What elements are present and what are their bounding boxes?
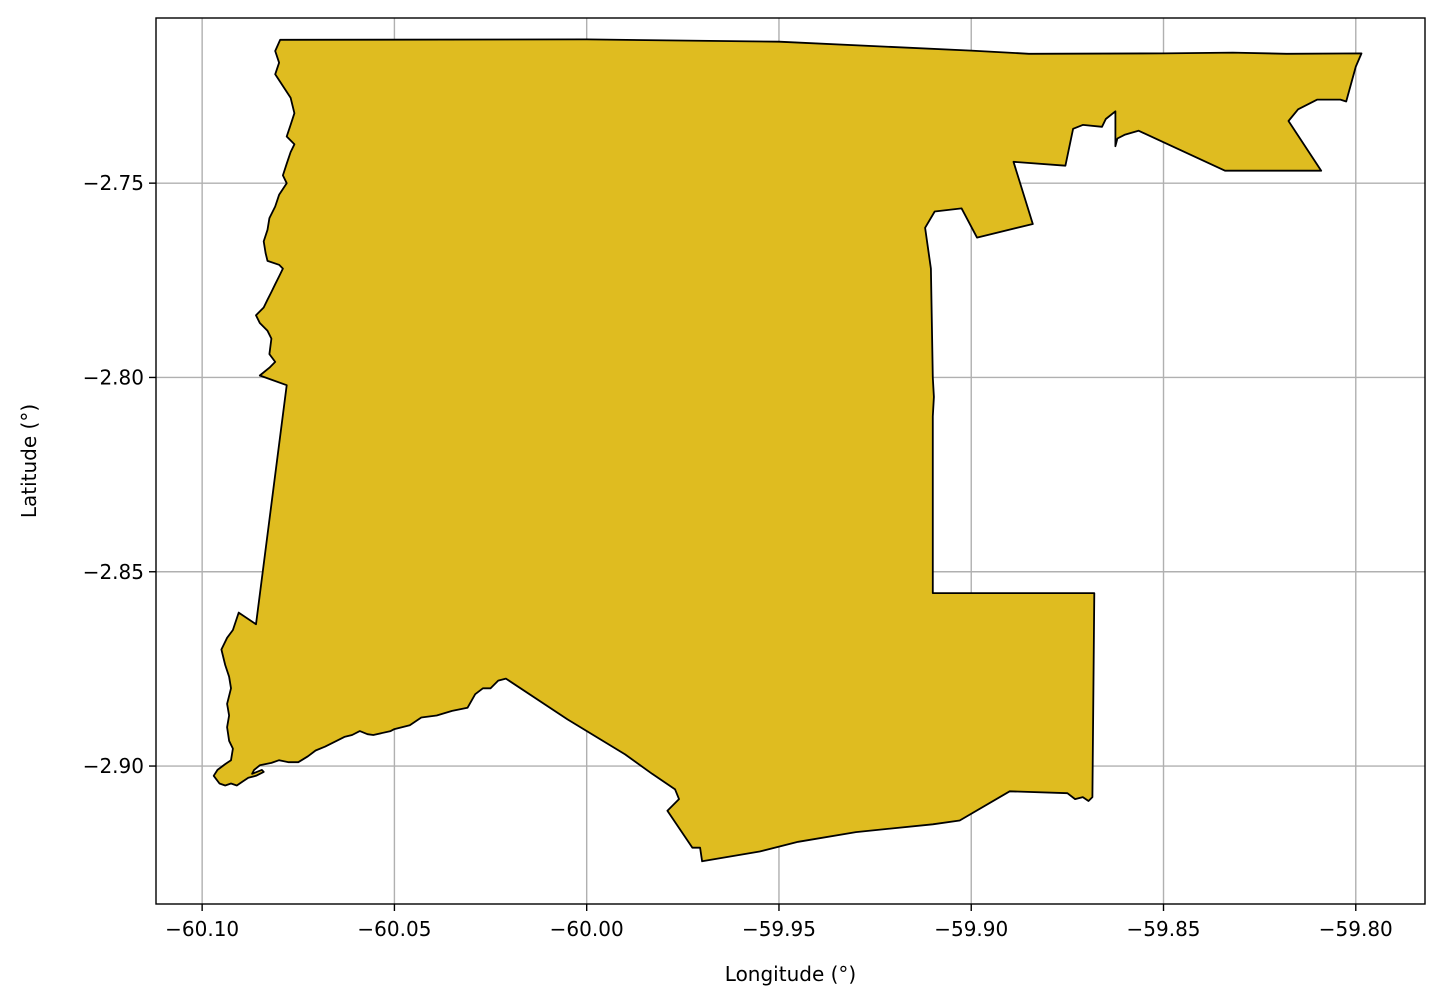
axes-frame xyxy=(155,17,1426,905)
x-tick-label: −60.05 xyxy=(357,917,431,941)
x-axis-ticks: −60.10 −60.05 −60.00 −59.95 −59.90 −59.85 −59.… xyxy=(165,904,1393,941)
x-tick-label: −59.85 xyxy=(1127,917,1201,941)
x-tick-label: −59.95 xyxy=(742,917,816,941)
x-axis-label: Longitude (°) xyxy=(725,962,856,986)
y-tick-label: −2.75 xyxy=(83,171,144,195)
y-tick-label: −2.85 xyxy=(83,560,144,584)
x-tick-label: −60.10 xyxy=(165,917,239,941)
x-tick-label: −59.80 xyxy=(1319,917,1393,941)
y-axis-ticks: −2.75 −2.80 −2.85 −2.90 xyxy=(83,171,156,778)
y-tick-label: −2.80 xyxy=(83,365,144,389)
x-tick-label: −59.90 xyxy=(934,917,1008,941)
x-tick-label: −60.00 xyxy=(550,917,624,941)
y-tick-label: −2.90 xyxy=(83,754,144,778)
region-polygon xyxy=(212,38,1363,863)
y-axis-label: Latitude (°) xyxy=(17,404,41,518)
